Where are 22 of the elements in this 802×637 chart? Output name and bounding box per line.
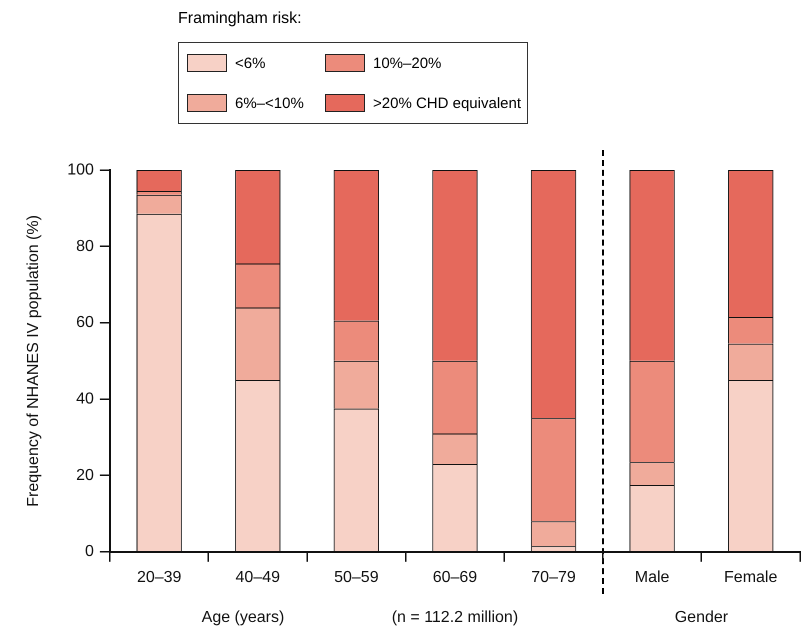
legend-label: >20% CHD equivalent [373,94,522,112]
x-axis-title: Age (years) [202,609,284,626]
text: Gender [674,609,729,626]
legend-label: <6% [235,54,266,72]
y-tick-label: 60 [76,314,94,332]
y-tick-label: 80 [76,238,94,255]
y-tick-label: 20 [76,466,94,484]
text: (n = 112.2 million) [392,609,518,626]
x-tick-label: Female [724,568,778,586]
y-tick-label: 0 [84,543,94,560]
y-tick-label: 100 [67,161,94,178]
x-tick-label: 50–59 [334,568,379,586]
x-tick-label: 20–39 [136,568,182,586]
legend-label: 10%–20% [373,54,442,72]
x-tick-label: 70–79 [531,568,576,586]
legend-label: 6%–<10% [235,94,304,112]
x-tick-label: Male [634,568,670,586]
legend-title: Framingham risk: [178,10,302,28]
y-axis-title: Frequency of NHANES IV population (%) [25,215,42,507]
y-tick-label: 40 [76,390,94,408]
x-tick-label: 40–49 [236,568,280,586]
x-tick-label: 60–69 [432,568,478,586]
